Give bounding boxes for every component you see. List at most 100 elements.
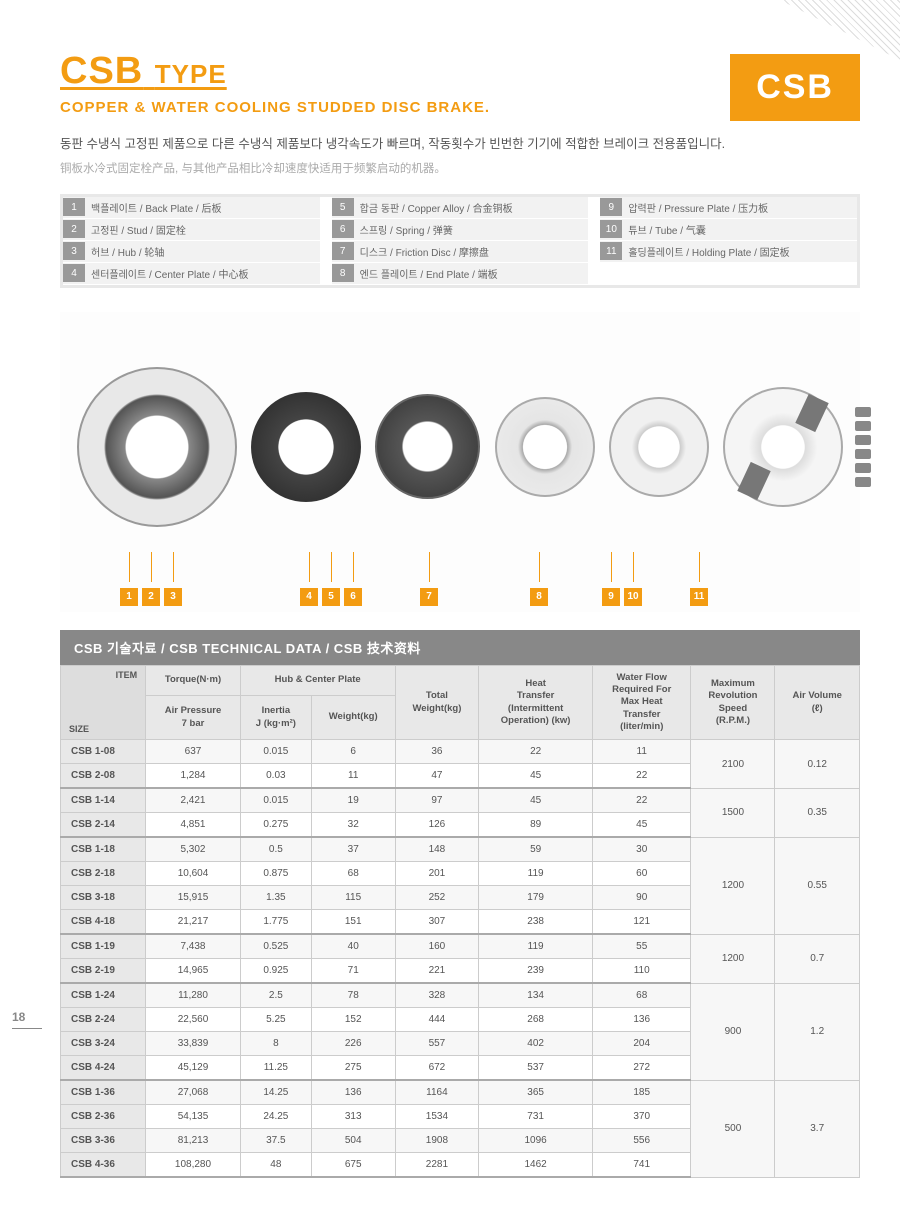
cell-rpm: 1500: [691, 788, 775, 837]
cell-size: CSB 3-36: [61, 1129, 146, 1153]
cell-inertia: 1.775: [240, 910, 311, 935]
table-row: CSB 1-3627,06814.2513611643651855003.7: [61, 1080, 860, 1105]
cell-heat: 119: [479, 862, 593, 886]
cell-torque: 81,213: [146, 1129, 241, 1153]
cell-heat: 22: [479, 740, 593, 764]
disc-endplate: [495, 397, 595, 497]
parts-legend: 1백플레이트 / Back Plate / 后板5합금 동판 / Copper …: [60, 194, 860, 288]
cell-totalweight: 2281: [395, 1153, 479, 1178]
cell-size: CSB 2-24: [61, 1008, 146, 1032]
table-row: CSB 1-142,4210.0151997452215000.35: [61, 788, 860, 813]
cell-inertia: 5.25: [240, 1008, 311, 1032]
cell-size: CSB 1-08: [61, 740, 146, 764]
cell-waterflow: 22: [592, 788, 690, 813]
legend-number: 8: [332, 264, 354, 282]
cell-heat: 89: [479, 813, 593, 838]
cell-waterflow: 68: [592, 983, 690, 1008]
legend-label: 백플레이트 / Back Plate / 后板: [85, 197, 227, 218]
cell-totalweight: 201: [395, 862, 479, 886]
th-corner: ITEMSIZE: [61, 665, 146, 740]
cell-totalweight: 672: [395, 1056, 479, 1081]
cell-rpm: 1200: [691, 837, 775, 934]
th-airvol: Air Volume(ℓ): [775, 665, 860, 740]
table-row: CSB 1-185,3020.537148593012000.55: [61, 837, 860, 862]
cell-waterflow: 204: [592, 1032, 690, 1056]
cell-weight: 152: [311, 1008, 395, 1032]
cell-weight: 78: [311, 983, 395, 1008]
cell-torque: 1,284: [146, 764, 241, 789]
legend-item: 11홀딩플레이트 / Holding Plate / 固定板: [600, 241, 857, 263]
callout-number: 11: [690, 588, 708, 606]
cell-totalweight: 252: [395, 886, 479, 910]
callout-number: 1: [120, 588, 138, 606]
cell-totalweight: 444: [395, 1008, 479, 1032]
bolt-cluster: [855, 407, 871, 487]
cell-torque: 21,217: [146, 910, 241, 935]
cell-size: CSB 2-18: [61, 862, 146, 886]
cell-totalweight: 221: [395, 959, 479, 984]
cell-totalweight: 1164: [395, 1080, 479, 1105]
legend-item: 9압력판 / Pressure Plate / 压力板: [600, 197, 857, 219]
cell-airvol: 0.35: [775, 788, 860, 837]
cell-heat: 238: [479, 910, 593, 935]
cell-heat: 731: [479, 1105, 593, 1129]
cell-weight: 11: [311, 764, 395, 789]
description-chinese: 铜板水冷式固定栓产品, 与其他产品相比冷却速度快适用于频繁启动的机器。: [60, 160, 860, 176]
cell-torque: 15,915: [146, 886, 241, 910]
cell-size: CSB 2-36: [61, 1105, 146, 1129]
cell-waterflow: 272: [592, 1056, 690, 1081]
legend-number: 7: [332, 242, 354, 260]
legend-item: 2고정핀 / Stud / 固定栓: [63, 219, 320, 241]
legend-number: 11: [600, 242, 622, 260]
cell-weight: 19: [311, 788, 395, 813]
cell-weight: 275: [311, 1056, 395, 1081]
cell-airvol: 0.55: [775, 837, 860, 934]
cell-torque: 5,302: [146, 837, 241, 862]
cell-heat: 45: [479, 788, 593, 813]
title-secondary: TYPE: [155, 59, 227, 89]
callout-number: 10: [624, 588, 642, 606]
legend-item: 7디스크 / Friction Disc / 摩擦盘: [332, 241, 589, 263]
cell-inertia: 14.25: [240, 1080, 311, 1105]
cell-torque: 33,839: [146, 1032, 241, 1056]
callout-number: 4: [300, 588, 318, 606]
cell-size: CSB 1-24: [61, 983, 146, 1008]
cell-inertia: 0.5: [240, 837, 311, 862]
cell-waterflow: 60: [592, 862, 690, 886]
cell-torque: 10,604: [146, 862, 241, 886]
legend-label: 홀딩플레이트 / Holding Plate / 固定板: [622, 241, 795, 262]
cell-inertia: 11.25: [240, 1056, 311, 1081]
cell-totalweight: 557: [395, 1032, 479, 1056]
cell-waterflow: 22: [592, 764, 690, 789]
table-row: CSB 1-086370.015636221121000.12: [61, 740, 860, 764]
description-korean: 동판 수냉식 고정핀 제품으로 다른 수냉식 제품보다 냉각속도가 빠르며, 작…: [60, 135, 860, 154]
cell-inertia: 1.35: [240, 886, 311, 910]
cell-weight: 68: [311, 862, 395, 886]
disc-friction: [375, 394, 480, 499]
callout-number: 3: [164, 588, 182, 606]
th-weight: Weight(kg): [311, 695, 395, 740]
cell-inertia: 0.875: [240, 862, 311, 886]
cell-inertia: 24.25: [240, 1105, 311, 1129]
cell-size: CSB 4-36: [61, 1153, 146, 1178]
cell-weight: 226: [311, 1032, 395, 1056]
cell-waterflow: 55: [592, 934, 690, 959]
legend-label: 센터플레이트 / Center Plate / 中心板: [85, 263, 254, 284]
callout-number: 2: [142, 588, 160, 606]
cell-heat: 537: [479, 1056, 593, 1081]
cell-waterflow: 11: [592, 740, 690, 764]
cell-waterflow: 556: [592, 1129, 690, 1153]
table-title: CSB 기술자료 / CSB TECHNICAL DATA / CSB 技术资料: [60, 630, 860, 665]
cell-inertia: 0.03: [240, 764, 311, 789]
cell-torque: 14,965: [146, 959, 241, 984]
callout-number: 8: [530, 588, 548, 606]
cell-inertia: 8: [240, 1032, 311, 1056]
cell-waterflow: 30: [592, 837, 690, 862]
cell-weight: 115: [311, 886, 395, 910]
cell-weight: 37: [311, 837, 395, 862]
exploded-diagram: 1234567891011: [60, 312, 860, 612]
legend-label: 엔드 플레이트 / End Plate / 端板: [354, 263, 504, 284]
cell-torque: 108,280: [146, 1153, 241, 1178]
cell-rpm: 2100: [691, 740, 775, 789]
cell-size: CSB 4-18: [61, 910, 146, 935]
